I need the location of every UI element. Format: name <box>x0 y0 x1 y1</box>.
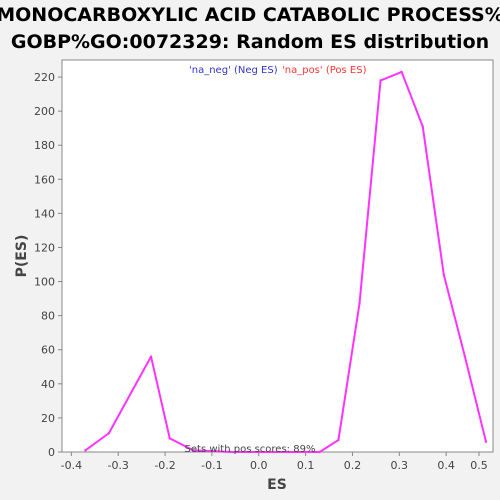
data-point <box>463 355 467 358</box>
data-point <box>379 79 382 82</box>
data-point <box>107 432 111 435</box>
data-point <box>400 70 403 74</box>
y-tick-label: 120 <box>34 241 55 254</box>
pos-scores-annotation: Sets with pos scores: 89% <box>185 444 316 455</box>
y-tick-label: 0 <box>48 446 55 459</box>
x-tick-label: -0.3 <box>107 459 128 472</box>
y-tick-label: 100 <box>34 276 55 289</box>
data-point <box>442 273 446 276</box>
y-tick-label: 60 <box>41 344 55 357</box>
legend: 'na_neg' (Neg ES) 'na_pos' (Pos ES) <box>189 65 367 76</box>
y-axis-label: P(ES) <box>14 235 30 278</box>
data-point <box>149 355 153 358</box>
x-tick-label: 0.0 <box>250 459 268 472</box>
x-tick-label: -0.2 <box>154 459 175 472</box>
data-point <box>191 449 195 452</box>
legend-entry-pos: 'na_pos' (Pos ES) <box>282 65 367 76</box>
x-tick-label: -0.4 <box>61 459 82 472</box>
y-tick-label: 140 <box>34 207 55 220</box>
series-lines <box>84 70 488 454</box>
data-point <box>358 302 361 305</box>
plot-area <box>61 59 494 453</box>
data-point <box>84 449 87 452</box>
data-point <box>229 450 232 454</box>
x-tick-label: 0.5 <box>470 459 488 472</box>
y-tick-label: 200 <box>34 105 55 118</box>
y-axis: 0 20 40 60 80 100 120 140 160 180 200 220 <box>34 71 62 459</box>
x-tick-label: 0.1 <box>297 459 315 472</box>
chart-title: MONOCARBOXYLIC ACID CATABOLIC PROCESS% <box>0 4 500 26</box>
y-tick-label: 80 <box>41 310 55 323</box>
data-point <box>168 437 171 440</box>
x-tick-label: 0.3 <box>391 459 409 472</box>
y-tick-label: 20 <box>41 412 55 425</box>
x-axis: -0.4 -0.3 -0.2 -0.1 0.0 0.1 0.2 0.3 0.4 0.5 <box>61 452 488 472</box>
x-tick-label: -0.1 <box>201 459 222 472</box>
y-tick-label: 180 <box>34 139 55 152</box>
chart-subtitle: GOBP%GO:0072329: Random ES distribution <box>11 31 489 53</box>
x-tick-label: 0.4 <box>437 459 455 472</box>
y-tick-label: 160 <box>34 173 55 186</box>
data-point <box>337 438 340 442</box>
data-point <box>318 450 321 454</box>
data-point <box>421 125 424 128</box>
data-point <box>484 440 488 443</box>
y-tick-label: 40 <box>41 378 55 391</box>
data-point <box>285 450 289 454</box>
legend-entry-neg: 'na_neg' (Neg ES) <box>189 65 278 76</box>
y-tick-label: 220 <box>34 71 55 84</box>
x-tick-label: 0.2 <box>344 459 362 472</box>
data-point <box>257 450 260 454</box>
x-axis-label: ES <box>267 477 287 493</box>
